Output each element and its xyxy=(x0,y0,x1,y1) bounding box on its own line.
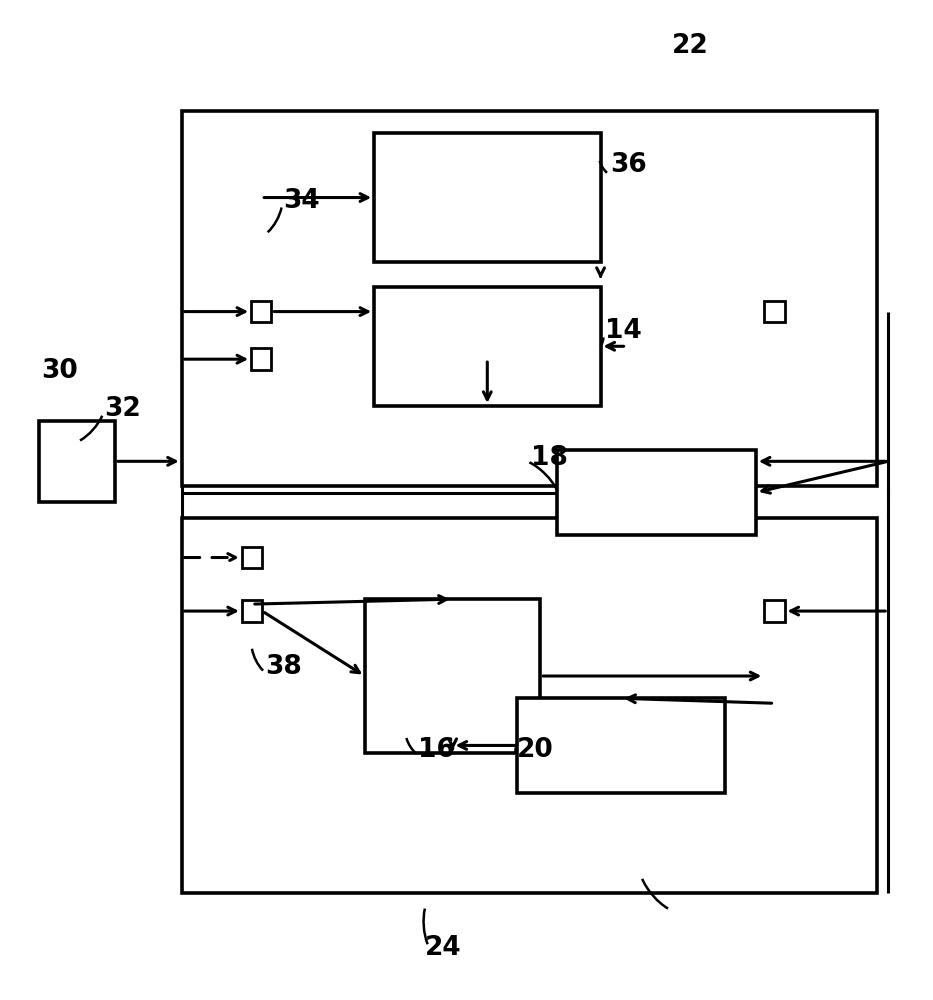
Text: 36: 36 xyxy=(610,152,647,178)
Bar xyxy=(764,301,785,322)
Bar xyxy=(518,698,725,793)
Text: 16: 16 xyxy=(418,737,455,763)
Bar xyxy=(365,599,540,753)
Bar xyxy=(242,547,262,568)
Bar xyxy=(251,301,272,322)
Bar xyxy=(182,518,877,893)
Text: 20: 20 xyxy=(518,737,554,763)
Text: 32: 32 xyxy=(104,396,141,422)
Bar xyxy=(182,111,877,486)
Text: 14: 14 xyxy=(606,318,642,344)
Bar xyxy=(251,348,272,370)
Bar xyxy=(764,600,785,622)
Bar xyxy=(39,421,115,502)
Text: 34: 34 xyxy=(284,188,320,214)
Text: 24: 24 xyxy=(425,935,462,961)
Text: 30: 30 xyxy=(41,358,77,384)
Bar xyxy=(374,287,601,406)
Bar xyxy=(374,133,601,262)
Bar xyxy=(242,600,262,622)
Text: 18: 18 xyxy=(531,445,568,471)
Text: 22: 22 xyxy=(672,33,708,59)
Text: 38: 38 xyxy=(265,654,301,680)
Bar xyxy=(557,450,756,535)
